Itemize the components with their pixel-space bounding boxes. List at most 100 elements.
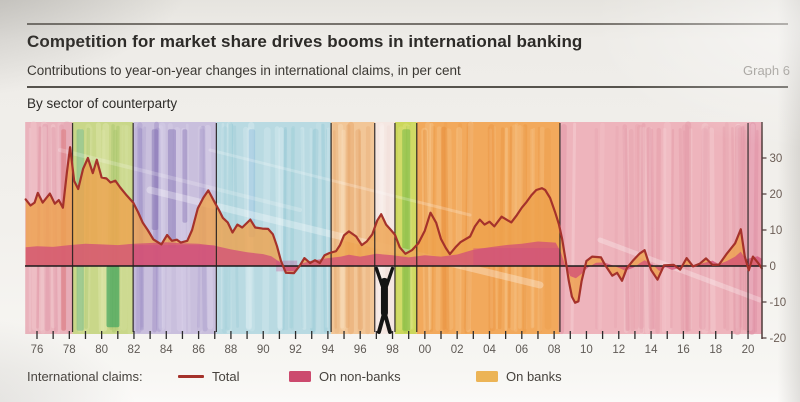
- crayon-streak: [735, 124, 740, 329]
- x-tick-label: 86: [192, 344, 205, 356]
- x-tick-label: 10: [580, 344, 593, 356]
- crayon-streak: [558, 124, 567, 335]
- x-tick-label: 00: [418, 344, 431, 356]
- crayon-streak: [455, 123, 463, 333]
- x-tick-label: 90: [257, 344, 270, 356]
- crayon-streak: [642, 126, 650, 334]
- crayon-streak: [408, 122, 417, 331]
- x-tick-label: 14: [645, 344, 658, 356]
- graph-number-label: Graph 6: [743, 63, 790, 78]
- crayon-streak: [300, 126, 307, 330]
- crayon-streak: [699, 127, 709, 330]
- crayon-streak: [325, 127, 330, 328]
- x-tick-label: 06: [515, 344, 528, 356]
- subtitle-row: Contributions to year-on-year changes in…: [27, 63, 790, 78]
- crayon-streak: [345, 124, 351, 329]
- x-tick-label: 88: [225, 344, 238, 356]
- crayon-streak: [358, 128, 362, 333]
- crayon-band: [748, 122, 762, 334]
- crayon-streak: [597, 122, 605, 330]
- crayon-streak: [639, 123, 646, 333]
- crayon-streak: [332, 122, 340, 334]
- crayon-streak: [731, 127, 736, 333]
- crayon-band: [331, 122, 375, 334]
- crayon-streak: [741, 125, 747, 331]
- y-tick-label: 20: [770, 189, 783, 201]
- crayon-streak: [683, 130, 688, 333]
- crayon-accent: [248, 129, 256, 238]
- legend-prefix: International claims:: [27, 369, 143, 384]
- legend-item-total: Total: [178, 369, 239, 384]
- crayon-streak: [678, 128, 684, 331]
- x-tick-label: 96: [354, 344, 367, 356]
- crayon-streak: [289, 125, 296, 329]
- total-line-swatch: [178, 375, 204, 378]
- crayon-streak: [748, 122, 756, 335]
- crayon-streak: [734, 123, 741, 333]
- x-tick-label: 12: [612, 344, 625, 356]
- mid-rule: [27, 86, 788, 88]
- crayon-streak: [152, 121, 159, 333]
- x-tick-label: 98: [386, 344, 399, 356]
- chart-subtitle: Contributions to year-on-year changes in…: [27, 63, 461, 78]
- crayon-streak: [703, 125, 711, 332]
- crayon-streak: [338, 124, 346, 331]
- crayon-streak: [722, 126, 726, 329]
- crayon-streak: [185, 123, 191, 333]
- x-tick-label: 92: [289, 344, 302, 356]
- crayon-streak: [355, 129, 364, 331]
- nonbanks-area-swatch: [289, 371, 311, 382]
- crayon-streak: [440, 126, 450, 333]
- crayon-streak: [650, 128, 656, 330]
- crayon-streak: [173, 127, 184, 332]
- legend-item-banks: On banks: [476, 369, 562, 384]
- nonbanks-bright-patch: [133, 245, 215, 266]
- crayon-accent: [151, 129, 159, 230]
- crayon-streak: [739, 126, 745, 328]
- crayon-streak: [310, 128, 319, 333]
- crayon-streak: [594, 128, 599, 330]
- x-tick-label: 76: [31, 344, 44, 356]
- crayon-streak: [622, 124, 630, 332]
- y-tick-label: 0: [770, 261, 776, 273]
- crayon-streak: [365, 126, 371, 335]
- y-tick-label: 30: [770, 153, 783, 165]
- legend-label-nonbanks: On non-banks: [319, 369, 401, 384]
- crayon-streak: [277, 127, 284, 331]
- x-tick-label: 16: [677, 344, 690, 356]
- x-tick-label: 94: [321, 344, 334, 356]
- photo-sheen: [58, 148, 302, 212]
- crayon-streak: [670, 128, 675, 329]
- crayon-streak: [663, 121, 672, 333]
- crayon-streak: [628, 129, 635, 332]
- crayon-streak: [701, 129, 708, 331]
- crayon-streak: [333, 130, 337, 329]
- crayon-streak: [154, 127, 162, 332]
- crayon-streak: [396, 126, 405, 331]
- crayon-streak: [444, 128, 454, 331]
- legend-label-total: Total: [212, 369, 240, 384]
- x-tick-label: 18: [709, 344, 722, 356]
- x-tick-label: 78: [63, 344, 76, 356]
- crayon-streak: [283, 129, 289, 331]
- crayon-streak: [655, 127, 661, 334]
- y-tick-label: -20: [770, 333, 787, 345]
- top-rule: [27, 23, 788, 25]
- nonbanks-bright-patch: [473, 248, 559, 265]
- x-tick-label: 02: [451, 344, 464, 356]
- chart-legend: International claims: Total On non-banks…: [0, 367, 800, 391]
- crayon-streak: [638, 126, 645, 335]
- crayon-streak: [624, 127, 630, 331]
- crayon-band: [559, 122, 749, 334]
- panel-label: By sector of counterparty: [27, 96, 178, 111]
- banks-area-swatch: [476, 371, 498, 382]
- x-tick-label: 08: [548, 344, 561, 356]
- y-tick-label: 10: [770, 225, 783, 237]
- crayon-streak: [282, 126, 287, 331]
- crayon-streak: [300, 129, 305, 329]
- x-tick-label: 80: [95, 344, 108, 356]
- crayon-accent: [167, 129, 176, 248]
- crayon-streak: [633, 123, 640, 330]
